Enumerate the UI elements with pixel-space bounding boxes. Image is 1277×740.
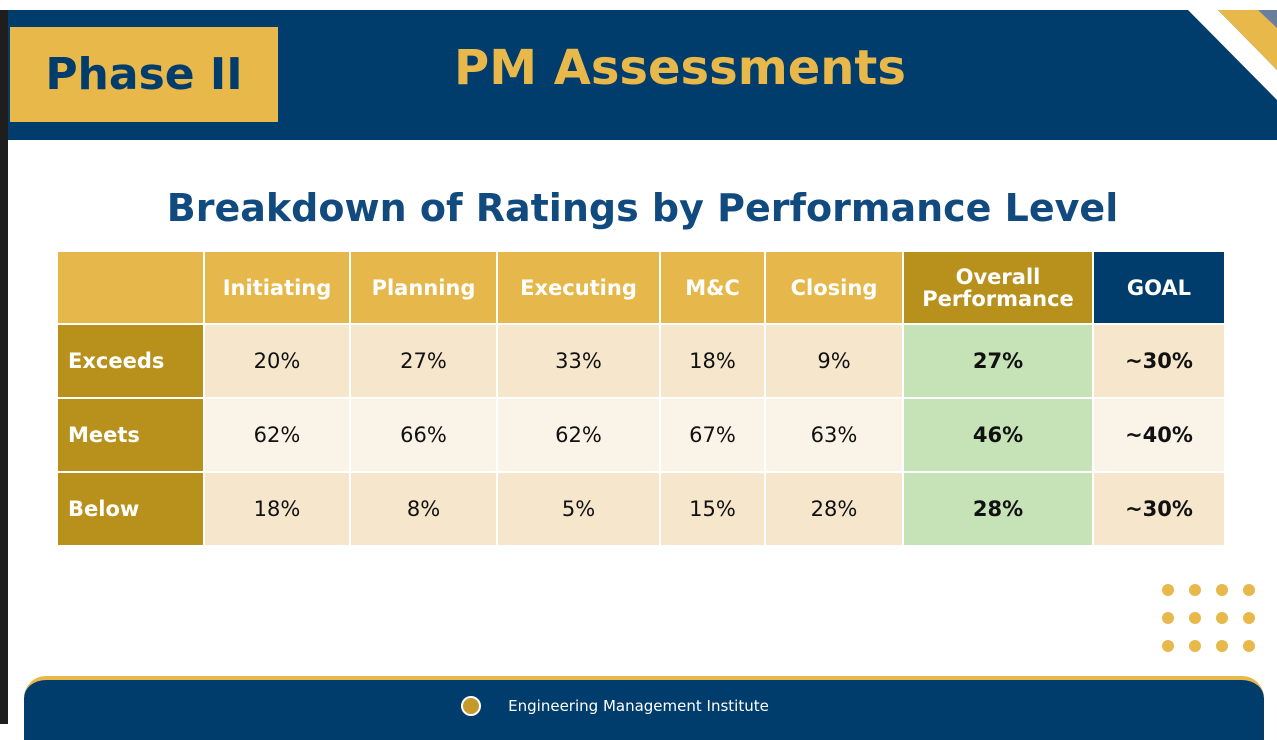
table-cell: 62%	[205, 399, 349, 471]
column-header: GOAL	[1094, 252, 1224, 323]
table-cell: ~30%	[1094, 325, 1224, 397]
table-cell: 66%	[351, 399, 496, 471]
table-cell: ~40%	[1094, 399, 1224, 471]
table-cell: 27%	[351, 325, 496, 397]
table-cell: 46%	[904, 399, 1092, 471]
column-header: Closing	[766, 252, 902, 323]
left-border	[0, 10, 8, 724]
table-cell: ~30%	[1094, 473, 1224, 545]
column-header: Overall Performance	[904, 252, 1092, 323]
table-cell: 8%	[351, 473, 496, 545]
table-cell: 67%	[661, 399, 764, 471]
corner-decoration	[1188, 10, 1277, 100]
dot-decoration	[1162, 584, 1255, 652]
table-cell: 63%	[766, 399, 902, 471]
logo	[461, 696, 481, 716]
subtitle: Breakdown of Ratings by Performance Leve…	[166, 186, 1119, 230]
corner-cell	[58, 252, 203, 323]
table-cell: 33%	[498, 325, 659, 397]
table-row: Exceeds 20% 27% 33% 18% 9% 27% ~30%	[58, 325, 1224, 397]
phase-label: Phase II	[10, 27, 278, 122]
table-cell: 15%	[661, 473, 764, 545]
title: PM Assessments	[454, 40, 906, 96]
row-label: Exceeds	[58, 325, 203, 397]
column-header: M&C	[661, 252, 764, 323]
table-cell: 18%	[205, 473, 349, 545]
table-cell: 27%	[904, 325, 1092, 397]
table-cell: 28%	[904, 473, 1092, 545]
table-cell: 5%	[498, 473, 659, 545]
table-cell: 9%	[766, 325, 902, 397]
table-row: Below 18% 8% 5% 15% 28% 28% ~30%	[58, 473, 1224, 545]
table-cell: 62%	[498, 399, 659, 471]
table-cell: 28%	[766, 473, 902, 545]
row-label: Below	[58, 473, 203, 545]
slide: Phase II PM Assessments Breakdown of Rat…	[0, 10, 1277, 740]
footer-text: Engineering Management Institute	[508, 697, 769, 715]
column-header: Initiating	[205, 252, 349, 323]
row-label: Meets	[58, 399, 203, 471]
column-header: Planning	[351, 252, 496, 323]
ratings-table: Initiating Planning Executing M&C Closing Ove…	[56, 250, 1226, 547]
table-cell: 18%	[661, 325, 764, 397]
table-row: Meets 62% 66% 62% 67% 63% 46% ~40%	[58, 399, 1224, 471]
header-row: Initiating Planning Executing M&C Closing Ove…	[58, 252, 1224, 323]
table-cell: 20%	[205, 325, 349, 397]
column-header: Executing	[498, 252, 659, 323]
